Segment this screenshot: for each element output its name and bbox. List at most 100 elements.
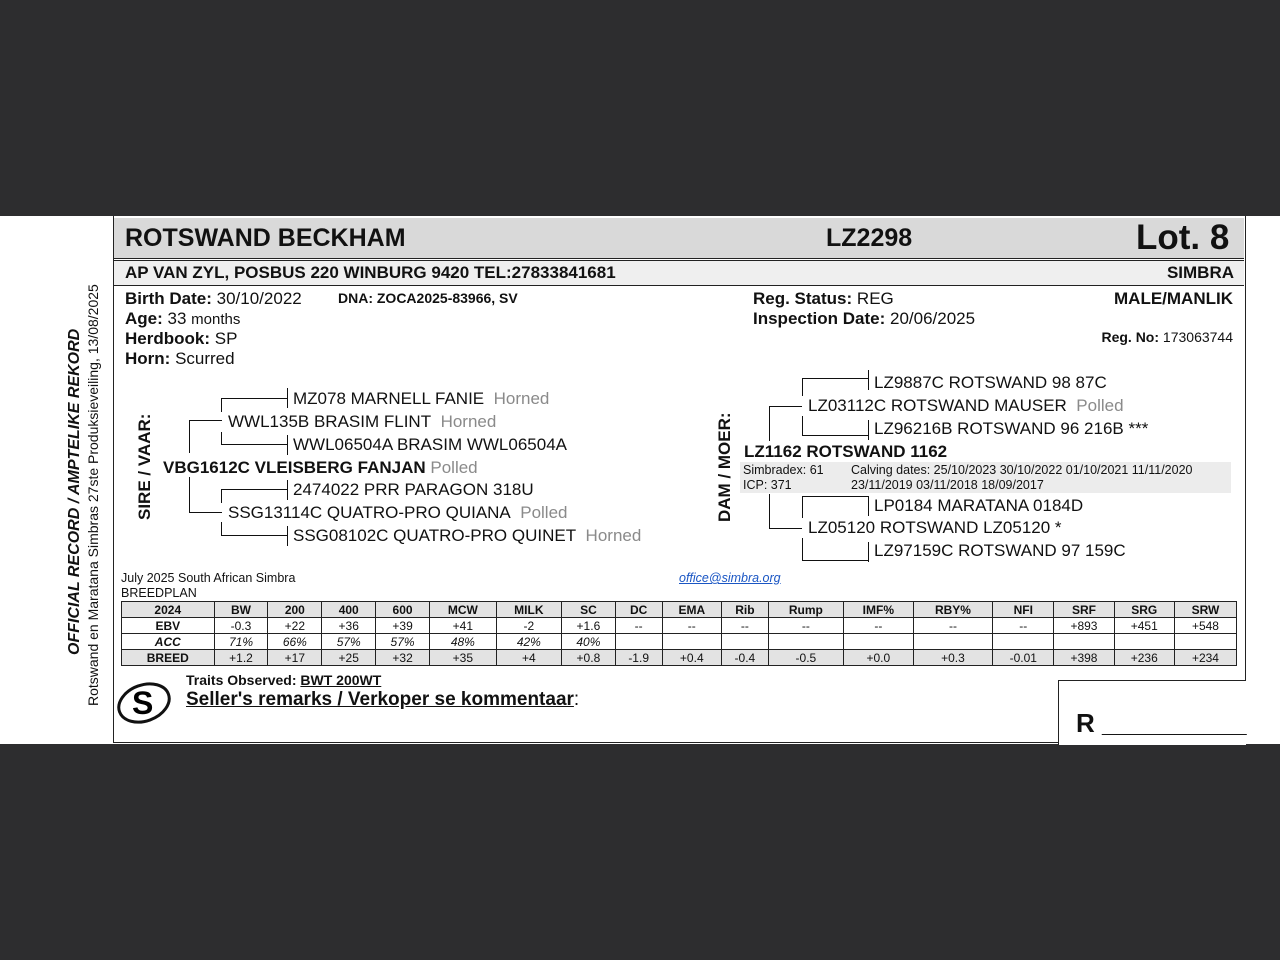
ebv-cell: +893 (1053, 617, 1115, 634)
ebv-cell: -1.9 (614, 649, 663, 666)
ebv-cell (661, 633, 723, 650)
ebv-cell: -- (614, 617, 663, 634)
ebv-cell: 40% (560, 633, 616, 650)
sire-sire-sire: MZ078 MARNELL FANIE Horned (293, 389, 550, 408)
pedigree-line (868, 420, 869, 440)
ebv-cell: 57% (321, 633, 377, 650)
ebv-cell: DC (614, 601, 663, 618)
ebv-source: July 2025 South African Simbra (121, 571, 296, 585)
ebv-cell: +234 (1173, 649, 1238, 666)
pedigree-line (287, 480, 288, 500)
owner-info: AP VAN ZYL, POSBUS 220 WINBURG 9420 TEL:… (125, 263, 616, 282)
pedigree-line (221, 398, 287, 399)
ebv-row-br: BREED +1.2 +17 +25 +32 +35 +4 +0.8 -1.9 +0.4 -0.4-… (121, 649, 1238, 666)
animal-id: LZ2298 (826, 224, 913, 252)
lot-number: Lot. 8 (1136, 218, 1230, 257)
ebv-cell: 71% (213, 633, 269, 650)
ebv-row-ebv: EBV -0.3 +22 +36 +39 +41 -2 +1.6 -- -- -- -- -- -- -- +… (121, 617, 1238, 634)
ebv-cell: 600 (375, 601, 430, 618)
dam-dam-sire: LP0184 MARATANA 0184D (874, 496, 1084, 515)
sire-dam: SSG13114C QUATRO-PRO QUIANA Polled (228, 503, 568, 522)
pedigree-line (221, 535, 287, 536)
ebv-cell: MCW (429, 601, 497, 618)
dam-dam-dam: LZ97159C ROTSWAND 97 159C (874, 541, 1126, 560)
ebv-cell: -- (992, 617, 1055, 634)
pedigree-line (189, 512, 222, 513)
ebv-cell: 48% (429, 633, 497, 650)
reg-no: Reg. No: 173063744 (1101, 329, 1233, 345)
pedigree-line (221, 398, 222, 412)
pedigree-line (802, 378, 803, 396)
r-box (1058, 680, 1246, 745)
ebv-cell: +1.6 (560, 617, 616, 634)
ebv-cell: +451 (1113, 617, 1175, 634)
dam-sire: LZ03112C ROTSWAND MAUSER Polled (808, 396, 1124, 415)
sire-label: SIRE / VAAR: (135, 413, 154, 520)
ebv-cell (1053, 633, 1115, 650)
calving-dates-cont: 23/11/2019 03/11/2018 18/09/2017 (851, 478, 1044, 492)
ebv-cell: +41 (429, 617, 497, 634)
pedigree-line (769, 406, 770, 441)
ebv-row-acc: ACC 71% 66% 57% 57% 48% 42% 40% (121, 633, 1238, 650)
ebv-cell: 42% (495, 633, 562, 650)
ebv-cell: RBY% (912, 601, 994, 618)
pedigree-line (868, 496, 869, 516)
ebv-cell: +22 (267, 617, 323, 634)
ebv-cell: -- (661, 617, 723, 634)
sire-dam-dam: SSG08102C QUATRO-PRO QUINET Horned (293, 526, 642, 545)
ebv-cell: +398 (1053, 649, 1115, 666)
dam-dam: LZ05120 ROTSWAND LZ05120 * (808, 518, 1062, 537)
ebv-cell: +0.8 (560, 649, 616, 666)
ebv-cell: +548 (1173, 617, 1238, 634)
ebv-cell: EMA (661, 601, 723, 618)
ebv-table: 2024 BW 200 400 600 MCW MILK SC DC EMA Rib Rump IMF%… (121, 601, 1238, 666)
dam-performance: Simbradex: 61 ICP: 371 Calving dates: 25… (740, 462, 1231, 493)
dna: DNA: ZOCA2025-83966, SV (338, 290, 518, 306)
pedigree-line (802, 378, 868, 379)
ebv-cell: 200 (267, 601, 323, 618)
ebv-cell: 400 (321, 601, 377, 618)
ebv-header-row: 2024 BW 200 400 600 MCW MILK SC DC EMA Rib Rump IMF%… (121, 601, 1238, 618)
header-bar (114, 218, 1244, 259)
ebv-cell: BREED (121, 649, 215, 666)
ebv-cell: SRG (1113, 601, 1175, 618)
ebv-cell: 2024 (121, 601, 215, 618)
pedigree-line (221, 489, 287, 490)
ebv-cell (912, 633, 994, 650)
sex: MALE/MANLIK (1114, 289, 1233, 308)
ebv-cell: -- (843, 617, 914, 634)
pedigree-line (802, 416, 803, 436)
ebv-cell: SC (560, 601, 616, 618)
pedigree-line (802, 435, 868, 436)
ebv-cell: Rump (767, 601, 845, 618)
simbradex: Simbradex: 61 (743, 463, 824, 477)
pedigree-line (802, 538, 803, 560)
pedigree-line (769, 528, 802, 529)
calving-dates: Calving dates: 25/10/2023 30/10/2022 01/… (851, 463, 1193, 477)
r-field[interactable]: R __________ (1076, 708, 1247, 738)
sire-dam-sire: 2474022 PRR PARAGON 318U (293, 480, 534, 499)
owner-bar (114, 260, 1244, 286)
ebv-cell: EBV (121, 617, 215, 634)
ebv-cell: +0.0 (843, 649, 914, 666)
ebv-cell: -- (767, 617, 845, 634)
ebv-cell: 66% (267, 633, 323, 650)
dam-sire-dam: LZ96216B ROTSWAND 96 216B *** (874, 419, 1149, 438)
sire-sire: WWL135B BRASIM FLINT Horned (228, 412, 497, 431)
ebv-cell: +4 (495, 649, 562, 666)
email-link[interactable]: office@simbra.org (679, 571, 781, 585)
animal-name: ROTSWAND BECKHAM (125, 224, 406, 252)
ebv-cell: -0.3 (213, 617, 269, 634)
ebv-cell (1113, 633, 1175, 650)
ebv-cell: 57% (375, 633, 430, 650)
traits-observed: Traits Observed: BWT 200WT (186, 672, 382, 688)
ebv-cell: NFI (992, 601, 1055, 618)
sire: VBG1612C VLEISBERG FANJAN Polled (163, 458, 478, 477)
ebv-cell: +236 (1113, 649, 1175, 666)
pedigree-line (802, 496, 868, 497)
ebv-cell: -0.4 (721, 649, 769, 666)
pedigree-line (769, 494, 770, 529)
ebv-cell: ACC (121, 633, 215, 650)
ebv-cell: -- (721, 617, 769, 634)
pedigree-line (287, 435, 288, 455)
